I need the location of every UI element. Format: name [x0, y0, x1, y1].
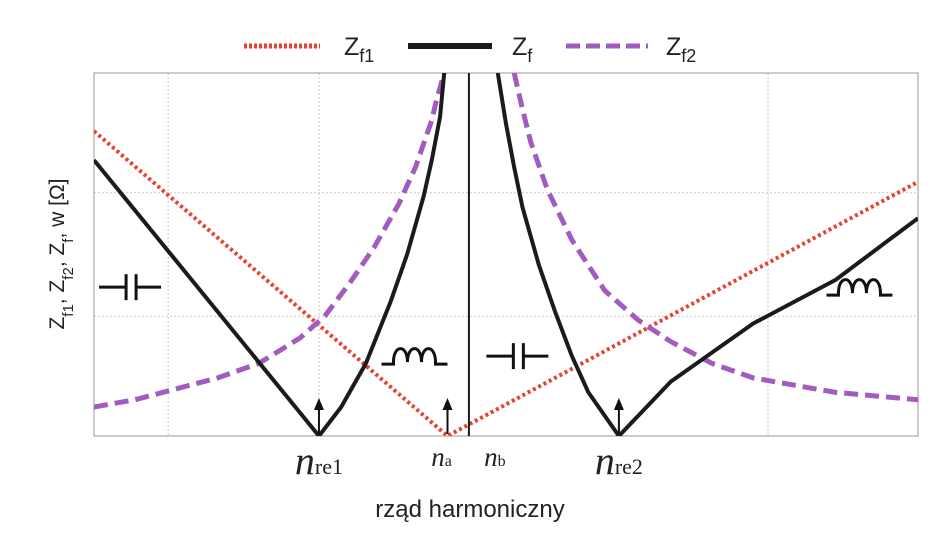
- series-line-zf1-0: [94, 129, 918, 436]
- resonance-arrowhead: [442, 398, 453, 410]
- legend-label-zf1: Zf1: [344, 33, 374, 66]
- x-axis-label: rząd harmoniczny: [375, 496, 564, 523]
- inductor-symbol-icon: [826, 278, 893, 297]
- series-line-zf-0: [94, 73, 447, 436]
- annotations: nre1 na nre2 nb: [99, 73, 893, 483]
- resonance-arrowhead: [613, 398, 624, 410]
- capacitor-symbol-icon: [486, 343, 549, 370]
- series-line-zf2-1: [511, 73, 918, 403]
- capacitor-symbol-icon: [99, 274, 162, 301]
- marker-label-na: na: [431, 442, 452, 472]
- marker-label-nb: nb: [484, 442, 506, 472]
- legend-label-zf2: Zf2: [666, 33, 696, 66]
- marker-label-nre2: nre2: [595, 438, 643, 483]
- legend-label-zf: Zf: [512, 33, 533, 66]
- plot-frame: [93, 72, 919, 437]
- inductor-symbol-icon: [381, 347, 448, 366]
- resonance-arrowhead: [313, 398, 324, 410]
- series-line-zf2-0: [94, 73, 447, 410]
- legend: Zf1 Zf Zf2: [244, 33, 696, 66]
- plot-area: [94, 73, 918, 436]
- marker-label-nre1: nre1: [295, 438, 343, 483]
- series-line-zf-1: [495, 73, 918, 436]
- y-axis-label: Zf1, Zf2, Zf, w [Ω]: [46, 178, 77, 329]
